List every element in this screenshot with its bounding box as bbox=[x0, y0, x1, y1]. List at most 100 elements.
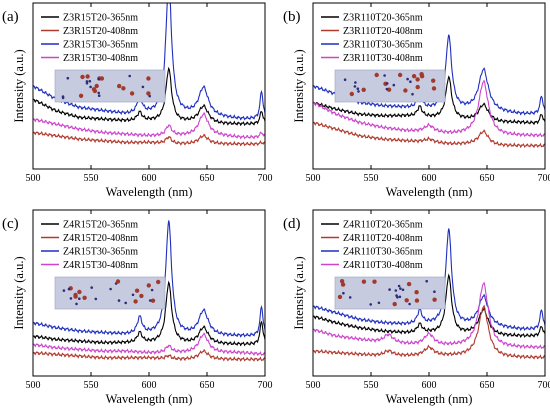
x-tick-label: 650 bbox=[480, 380, 495, 391]
inset-particle bbox=[97, 94, 101, 97]
panel-label: (c) bbox=[2, 216, 19, 232]
series-line bbox=[33, 3, 265, 121]
legend-entry: Z3R15T30-408nm bbox=[63, 53, 138, 64]
inset-particle bbox=[85, 80, 89, 83]
inset-particle bbox=[85, 82, 89, 85]
inset-particle bbox=[408, 302, 411, 306]
inset-particle bbox=[397, 284, 401, 288]
inset-particle bbox=[128, 74, 131, 78]
inset-particle bbox=[409, 80, 412, 83]
inset-particle bbox=[133, 299, 138, 304]
inset-micrograph bbox=[334, 276, 446, 310]
inset-particle bbox=[94, 297, 98, 301]
inset-particle bbox=[124, 301, 127, 305]
x-tick-label: 700 bbox=[538, 380, 550, 391]
inset-particle bbox=[399, 287, 402, 290]
legend-entry: Z4R15T30-408nm bbox=[63, 260, 138, 271]
x-tick-label: 550 bbox=[364, 173, 379, 184]
inset-particle bbox=[356, 87, 360, 90]
inset-particle bbox=[414, 298, 420, 303]
inset-particle bbox=[146, 283, 151, 288]
y-axis-label: Intensity (a.u.) bbox=[292, 49, 306, 122]
inset-particle bbox=[150, 298, 156, 303]
y-axis-label: Intensity (a.u.) bbox=[12, 256, 26, 329]
inset-particle bbox=[361, 87, 366, 93]
chart-panel: (a) 500 550 600 650 700 Wavelength (nm) Intensi… bbox=[2, 2, 273, 199]
inset-particle bbox=[150, 288, 154, 292]
inset-particle bbox=[385, 82, 389, 85]
series-line bbox=[313, 228, 545, 332]
inset-particle bbox=[431, 78, 436, 83]
inset-particle bbox=[401, 288, 405, 292]
chart-panel: (d) 500 550 600 650 700 Wavelength (nm) Intensi… bbox=[283, 209, 550, 406]
series-line bbox=[33, 220, 265, 338]
x-tick-label: 500 bbox=[26, 173, 41, 184]
series-line bbox=[33, 111, 265, 140]
inset-particle bbox=[372, 279, 377, 284]
series-line bbox=[33, 66, 265, 127]
y-axis-label: Intensity (a.u.) bbox=[292, 256, 306, 329]
legend-entry: Z4R110T30-408nm bbox=[343, 260, 423, 271]
inset-particle bbox=[139, 293, 144, 299]
inset-particle bbox=[388, 288, 391, 291]
inset-particle bbox=[99, 76, 105, 81]
inset-background bbox=[54, 69, 166, 103]
inset-particle bbox=[349, 91, 354, 97]
inset-particle bbox=[67, 287, 71, 291]
inset-particle bbox=[97, 91, 100, 95]
inset-particle bbox=[392, 83, 396, 87]
x-tick-label: 650 bbox=[200, 173, 215, 184]
inset-particle bbox=[80, 74, 85, 80]
legend-entry: Z4R15T20-365nm bbox=[63, 220, 138, 231]
panel-label: (d) bbox=[283, 216, 301, 232]
inset-particle bbox=[117, 83, 122, 89]
x-tick-label: 700 bbox=[258, 173, 273, 184]
inset-particle bbox=[377, 301, 381, 305]
inset-particle bbox=[406, 281, 412, 287]
inset-particle bbox=[419, 74, 425, 79]
inset-particle bbox=[403, 88, 408, 93]
series-line bbox=[313, 273, 545, 338]
inset-particle bbox=[146, 76, 151, 81]
series-group bbox=[313, 34, 545, 149]
x-tick-label: 600 bbox=[142, 380, 157, 391]
inset-particle bbox=[90, 286, 93, 289]
inset-particle bbox=[109, 287, 112, 291]
inset-particle bbox=[353, 85, 357, 88]
x-tick-label: 650 bbox=[480, 173, 495, 184]
inset-particle bbox=[131, 293, 135, 297]
inset-particle bbox=[433, 290, 436, 294]
legend-entry: Z3R15T30-365nm bbox=[63, 40, 138, 51]
inset-particle bbox=[121, 86, 126, 91]
legend-entry: Z3R15T20-365nm bbox=[63, 13, 138, 24]
inset-particle bbox=[94, 83, 99, 89]
legend-entry: Z4R15T30-365nm bbox=[63, 247, 138, 258]
inset-particle bbox=[431, 86, 437, 91]
series-line bbox=[313, 281, 545, 350]
inset-particle bbox=[78, 297, 81, 301]
legend-entry: Z3R110T30-365nm bbox=[343, 40, 423, 51]
inset-particle bbox=[141, 85, 145, 89]
series-line bbox=[313, 121, 545, 149]
panel-label: (a) bbox=[2, 9, 19, 25]
inset-particle bbox=[89, 85, 92, 89]
panel-label: (b) bbox=[283, 9, 301, 25]
inset-particle bbox=[115, 279, 121, 284]
legend-entry: Z4R110T20-365nm bbox=[343, 220, 423, 231]
inset-particle bbox=[342, 291, 345, 295]
inset-micrograph bbox=[54, 69, 166, 103]
inset-particle bbox=[66, 76, 70, 80]
inset-particle bbox=[75, 302, 78, 306]
inset-particle bbox=[156, 279, 161, 285]
inset-background bbox=[334, 276, 446, 310]
inset-particle bbox=[337, 294, 343, 300]
x-axis-label: Wavelength (nm) bbox=[386, 392, 473, 406]
inset-particle bbox=[85, 74, 90, 79]
series-line bbox=[313, 304, 545, 360]
legend-entry: Z3R110T30-408nm bbox=[343, 53, 423, 64]
legend-entry: Z3R15T20-408nm bbox=[63, 26, 138, 37]
x-tick-label: 500 bbox=[306, 380, 321, 391]
inset-particle bbox=[414, 290, 419, 295]
inset-particle bbox=[404, 298, 409, 303]
